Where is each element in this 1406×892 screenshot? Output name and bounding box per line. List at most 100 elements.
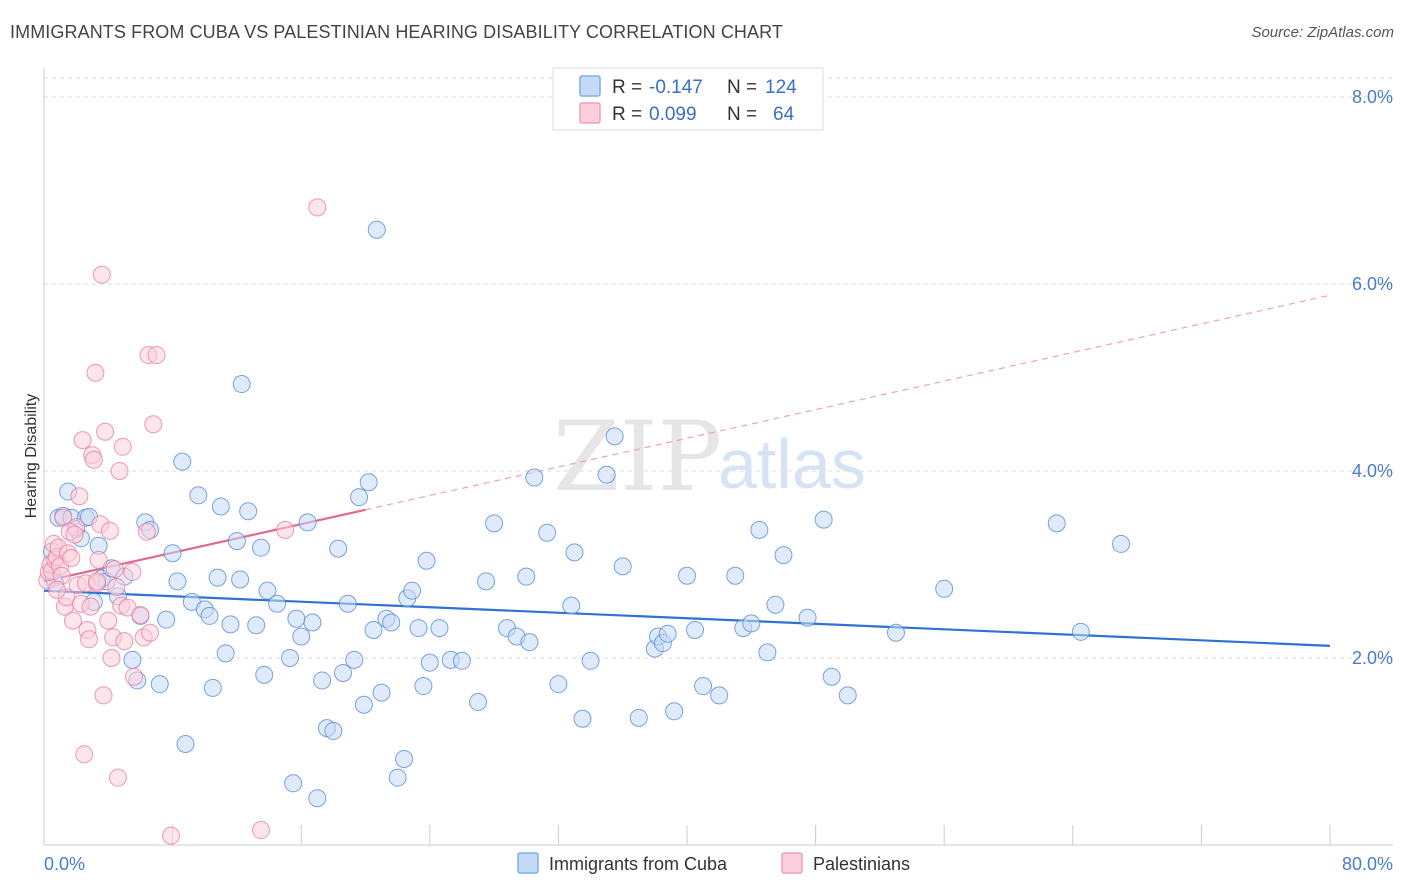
legend-r-label-palestinians: R = — [612, 104, 642, 125]
data-point-cuba — [211, 497, 230, 516]
data-point-cuba — [750, 520, 769, 539]
watermark-zip: ZIP — [553, 401, 722, 513]
grid-lines — [44, 77, 1393, 659]
source-label: Source: ZipAtlas.com — [1251, 24, 1394, 41]
data-point-cuba — [292, 627, 311, 646]
data-point-cuba — [798, 608, 817, 627]
data-point-palestinians — [113, 437, 132, 456]
data-point-cuba — [173, 452, 192, 471]
data-point-cuba — [665, 702, 684, 721]
data-point-palestinians — [80, 630, 99, 649]
data-point-palestinians — [144, 415, 163, 434]
data-point-palestinians — [110, 462, 129, 480]
data-point-cuba — [227, 532, 246, 551]
data-point-cuba — [324, 721, 343, 740]
data-point-cuba — [345, 650, 364, 669]
data-point-palestinians — [63, 611, 82, 630]
data-point-palestinians — [137, 522, 156, 541]
data-point-palestinians — [252, 821, 271, 840]
data-point-cuba — [239, 502, 258, 521]
data-point-cuba — [414, 677, 433, 696]
data-point-cuba — [150, 675, 169, 694]
legend-swatch-cuba — [579, 75, 601, 97]
data-point-cuba — [686, 620, 705, 639]
y-axis-label: Hearing Disability — [23, 394, 40, 519]
data-point-cuba — [354, 695, 373, 714]
bottom-legend-label-palestinians: Palestinians — [813, 854, 910, 874]
data-point-palestinians — [131, 605, 150, 624]
data-point-cuba — [525, 468, 544, 487]
data-point-cuba — [359, 473, 378, 492]
data-point-cuba — [710, 686, 729, 705]
data-point-palestinians — [47, 580, 66, 599]
data-point-cuba — [203, 678, 222, 697]
data-point-cuba — [629, 708, 648, 727]
data-point-cuba — [562, 596, 581, 615]
axes — [43, 68, 1393, 846]
data-point-cuba — [822, 667, 841, 686]
y-tick-label: 8.0% — [1352, 87, 1393, 107]
data-point-palestinians — [96, 422, 115, 441]
data-point-cuba — [517, 567, 536, 586]
data-point-palestinians — [308, 198, 327, 217]
chart-title: IMMIGRANTS FROM CUBA VS PALESTINIAN HEAR… — [10, 22, 783, 42]
data-point-palestinians — [125, 667, 144, 686]
data-point-palestinians — [100, 521, 119, 540]
legend-n-value-palestinians: 64 — [773, 104, 795, 125]
data-point-cuba — [308, 789, 327, 808]
trend-line-cuba — [43, 589, 1331, 647]
data-point-cuba — [758, 643, 777, 662]
data-point-palestinians — [161, 826, 180, 845]
data-point-cuba — [255, 665, 274, 684]
data-point-palestinians — [105, 560, 124, 579]
data-point-cuba — [367, 220, 386, 239]
data-point-cuba — [1071, 622, 1090, 641]
data-point-cuba — [189, 486, 208, 505]
data-point-cuba — [208, 568, 227, 587]
data-point-cuba — [726, 566, 745, 585]
data-point-cuba — [417, 551, 436, 570]
data-point-palestinians — [70, 487, 89, 506]
data-point-palestinians — [81, 597, 100, 616]
bottom-legend-label-cuba: Immigrants from Cuba — [549, 854, 728, 874]
data-point-cuba — [338, 594, 357, 613]
data-point-palestinians — [73, 431, 92, 450]
data-point-palestinians — [115, 632, 134, 651]
data-point-palestinians — [276, 520, 295, 539]
x-tick-label-max: 80.0% — [1342, 854, 1393, 874]
data-point-cuba — [613, 557, 632, 576]
data-point-palestinians — [147, 346, 166, 365]
data-point-cuba — [886, 623, 905, 642]
data-point-cuba — [935, 579, 954, 598]
data-point-cuba — [268, 594, 287, 613]
data-point-cuba — [298, 513, 317, 532]
data-point-cuba — [395, 749, 414, 768]
data-point-cuba — [252, 538, 271, 557]
legend-r-value-cuba: -0.147 — [649, 77, 703, 98]
data-point-cuba — [538, 523, 557, 542]
data-point-palestinians — [75, 745, 94, 764]
data-point-palestinians — [123, 562, 142, 581]
data-point-cuba — [247, 616, 266, 635]
data-point-palestinians — [94, 686, 113, 705]
data-point-cuba — [658, 624, 677, 643]
data-point-cuba — [838, 686, 857, 705]
data-point-cuba — [678, 566, 696, 585]
data-point-cuba — [549, 675, 568, 694]
data-point-cuba — [766, 595, 785, 614]
data-point-palestinians — [88, 572, 107, 591]
data-point-cuba — [469, 692, 488, 711]
data-point-cuba — [382, 613, 401, 632]
bottom-legend-swatch-cuba — [517, 852, 539, 874]
legend-n-label-cuba: N = — [727, 77, 757, 98]
data-point-cuba — [774, 546, 793, 565]
y-tick-label: 6.0% — [1352, 274, 1393, 294]
data-point-cuba — [477, 572, 496, 591]
data-point-palestinians — [99, 611, 118, 630]
data-point-cuba — [814, 510, 833, 529]
data-point-palestinians — [92, 265, 111, 284]
data-point-cuba — [573, 709, 592, 728]
data-point-cuba — [232, 375, 251, 394]
bottom-legend: Immigrants from Cuba Palestinians — [517, 852, 910, 874]
data-point-cuba — [605, 427, 624, 446]
